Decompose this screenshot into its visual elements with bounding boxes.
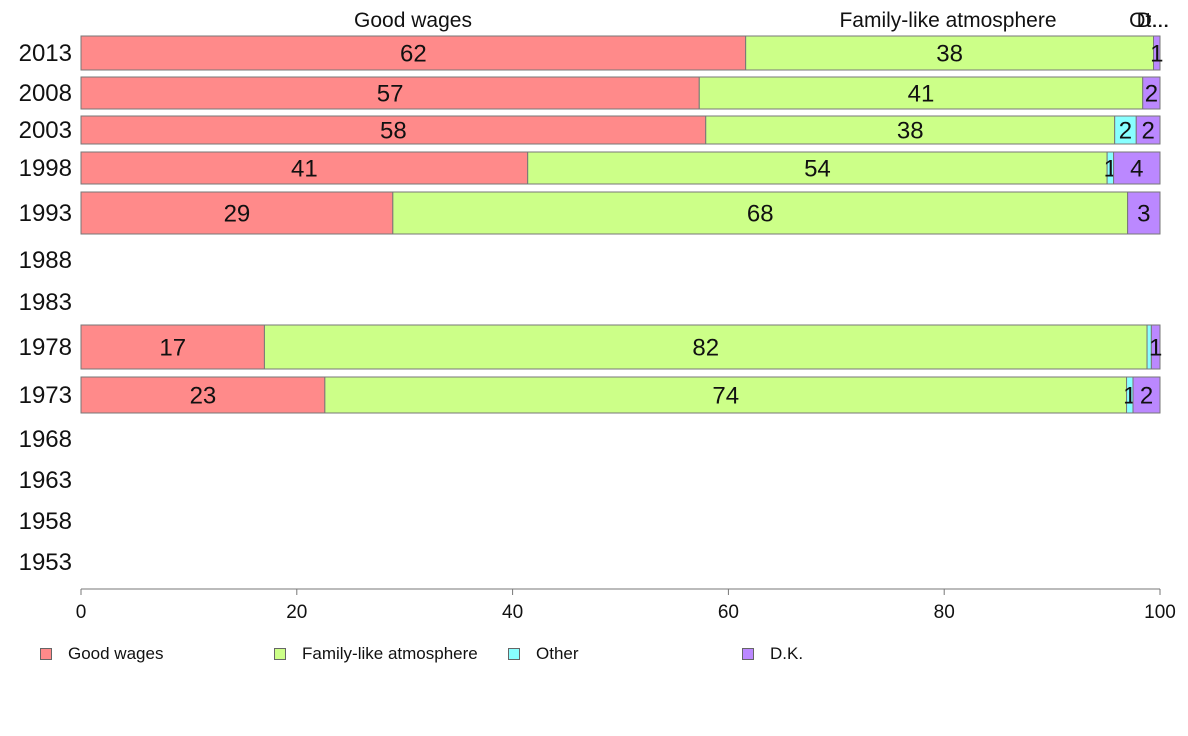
series-top-label: Family-like atmosphere [839, 9, 1056, 32]
x-tick-label: 0 [76, 602, 87, 623]
bar-segment [80, 35, 747, 71]
year-label: 1978 [19, 334, 72, 361]
legend-item: Other [508, 640, 579, 668]
bar-segment [1132, 376, 1161, 414]
bar-value-label: 4 [1130, 156, 1143, 183]
bar-segment [80, 376, 326, 414]
series-top-label: D... [1137, 9, 1170, 32]
bar-segment [705, 115, 1116, 145]
bar-value-label: 2 [1145, 81, 1158, 108]
year-label: 2008 [19, 80, 72, 107]
legend-label: Good wages [68, 644, 164, 663]
bar-value-label: 57 [377, 81, 404, 108]
bar-value-label: 2 [1140, 383, 1153, 410]
year-label: 1998 [19, 155, 72, 182]
year-label: 1958 [19, 508, 72, 535]
bar-segment [324, 376, 1128, 414]
bar-value-label: 23 [190, 383, 217, 410]
legend-label: Other [536, 644, 579, 663]
series-top-label: Good wages [354, 9, 472, 32]
year-label: 1993 [19, 200, 72, 227]
bar-value-label: 2 [1119, 118, 1132, 145]
legend-item: Good wages [40, 640, 163, 668]
bar-segment [745, 35, 1155, 71]
year-label: 1963 [19, 467, 72, 494]
bar-segment [1153, 35, 1161, 71]
x-tick-label: 60 [718, 602, 739, 623]
bar-value-label: 38 [936, 41, 963, 68]
legend-swatch [742, 648, 754, 660]
bar-value-label: 1 [1150, 41, 1163, 68]
bar-segment [1113, 151, 1161, 185]
legend-item: D.K. [742, 640, 803, 668]
year-label: 1968 [19, 426, 72, 453]
bar-value-label: 58 [380, 118, 407, 145]
bar-value-label: 54 [804, 156, 831, 183]
bar-segment [392, 191, 1129, 235]
bar-segment [80, 151, 529, 185]
bar-segment [1135, 115, 1161, 145]
bar-value-label: 1 [1149, 335, 1162, 362]
legend: Good wages Family-like atmosphere Other D.K… [0, 640, 1188, 668]
legend-label: D.K. [770, 644, 804, 663]
legend-item: Family-like atmosphere [274, 640, 478, 668]
bar-segment [263, 324, 1148, 370]
year-label: 2013 [19, 40, 72, 67]
legend-swatch [274, 648, 286, 660]
year-label: 1983 [19, 289, 72, 316]
bar-value-label: 29 [224, 201, 251, 228]
bar-segment [1142, 76, 1161, 110]
bar-segment [80, 115, 707, 145]
year-label: 1973 [19, 382, 72, 409]
bar-value-label: 68 [747, 201, 774, 228]
x-tick-label: 20 [286, 602, 307, 623]
legend-label: Family-like atmosphere [302, 644, 478, 663]
bar-value-label: 74 [712, 383, 739, 410]
x-tick-label: 40 [502, 602, 523, 623]
bar-segment [1127, 191, 1161, 235]
bar-value-label: 38 [897, 118, 924, 145]
x-tick-label: 80 [934, 602, 955, 623]
x-tick-label: 100 [1144, 602, 1176, 623]
bar-value-label: 82 [692, 335, 719, 362]
bar-value-label: 17 [159, 335, 186, 362]
bar-value-label: 3 [1137, 201, 1150, 228]
legend-swatch [40, 648, 52, 660]
legend-swatch [508, 648, 520, 660]
year-label: 2003 [19, 117, 72, 144]
year-label: 1988 [19, 247, 72, 274]
bar-value-label: 2 [1141, 118, 1154, 145]
bar-value-label: 41 [908, 81, 935, 108]
year-label: 1953 [19, 549, 72, 576]
bar-value-label: 41 [291, 156, 318, 183]
bar-segment [1150, 324, 1161, 370]
bar-value-label: 62 [400, 41, 427, 68]
bar-segment [80, 324, 265, 370]
series-top-label: Ot... [1129, 9, 1169, 32]
bar-segment [527, 151, 1108, 185]
chart: 2013200820031998199319881983197819731968… [19, 9, 1176, 623]
bar-segment [80, 191, 394, 235]
